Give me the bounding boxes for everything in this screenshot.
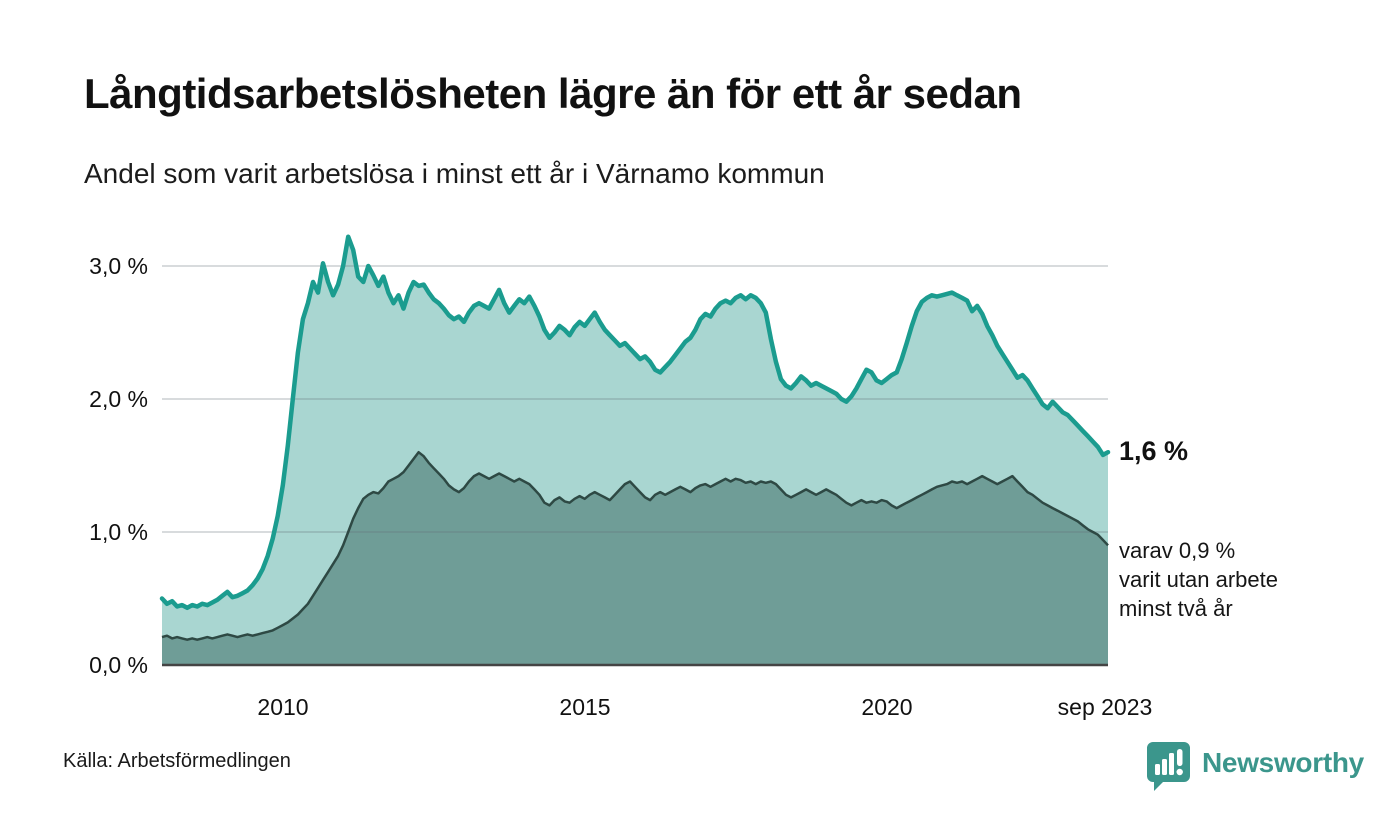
y-tick-0: 0,0 %: [89, 652, 148, 678]
x-tick-2020: 2020: [861, 694, 913, 720]
newsworthy-bubble-icon: [1147, 742, 1190, 791]
x-tick-2010: 2010: [257, 694, 309, 720]
line-one-year: [159, 234, 1111, 611]
latest-value-label: 1,6 %: [1119, 436, 1189, 467]
page-subtitle: Andel som varit arbetslösa i minst ett å…: [84, 158, 825, 189]
page-title: Långtidsarbetslösheten lägre än för ett …: [84, 70, 1022, 117]
two-year-note-line2: varit utan arbete: [1119, 567, 1278, 592]
line-two-year: [161, 450, 1109, 641]
source-credit: Källa: Arbetsförmedlingen: [63, 750, 291, 772]
x-tick-2015: 2015: [559, 694, 611, 720]
x-tick-sep-2023: sep 2023: [1057, 694, 1153, 720]
brand-name: Newsworthy: [1202, 747, 1364, 778]
y-tick-1: 1,0 %: [89, 519, 148, 545]
y-tick-2: 2,0 %: [89, 386, 148, 412]
two-year-note-line1: varav 0,9 %: [1119, 538, 1236, 563]
two-year-note: varav 0,9 % varit utan arbete minst två …: [1119, 536, 1349, 623]
gridlines: [162, 265, 1108, 533]
y-tick-3: 3,0 %: [89, 253, 148, 279]
newsworthy-logo: Newsworthy: [1144, 740, 1364, 792]
two-year-note-line3: minst två år: [1119, 596, 1233, 621]
area-fill-two-year: [162, 452, 1108, 665]
